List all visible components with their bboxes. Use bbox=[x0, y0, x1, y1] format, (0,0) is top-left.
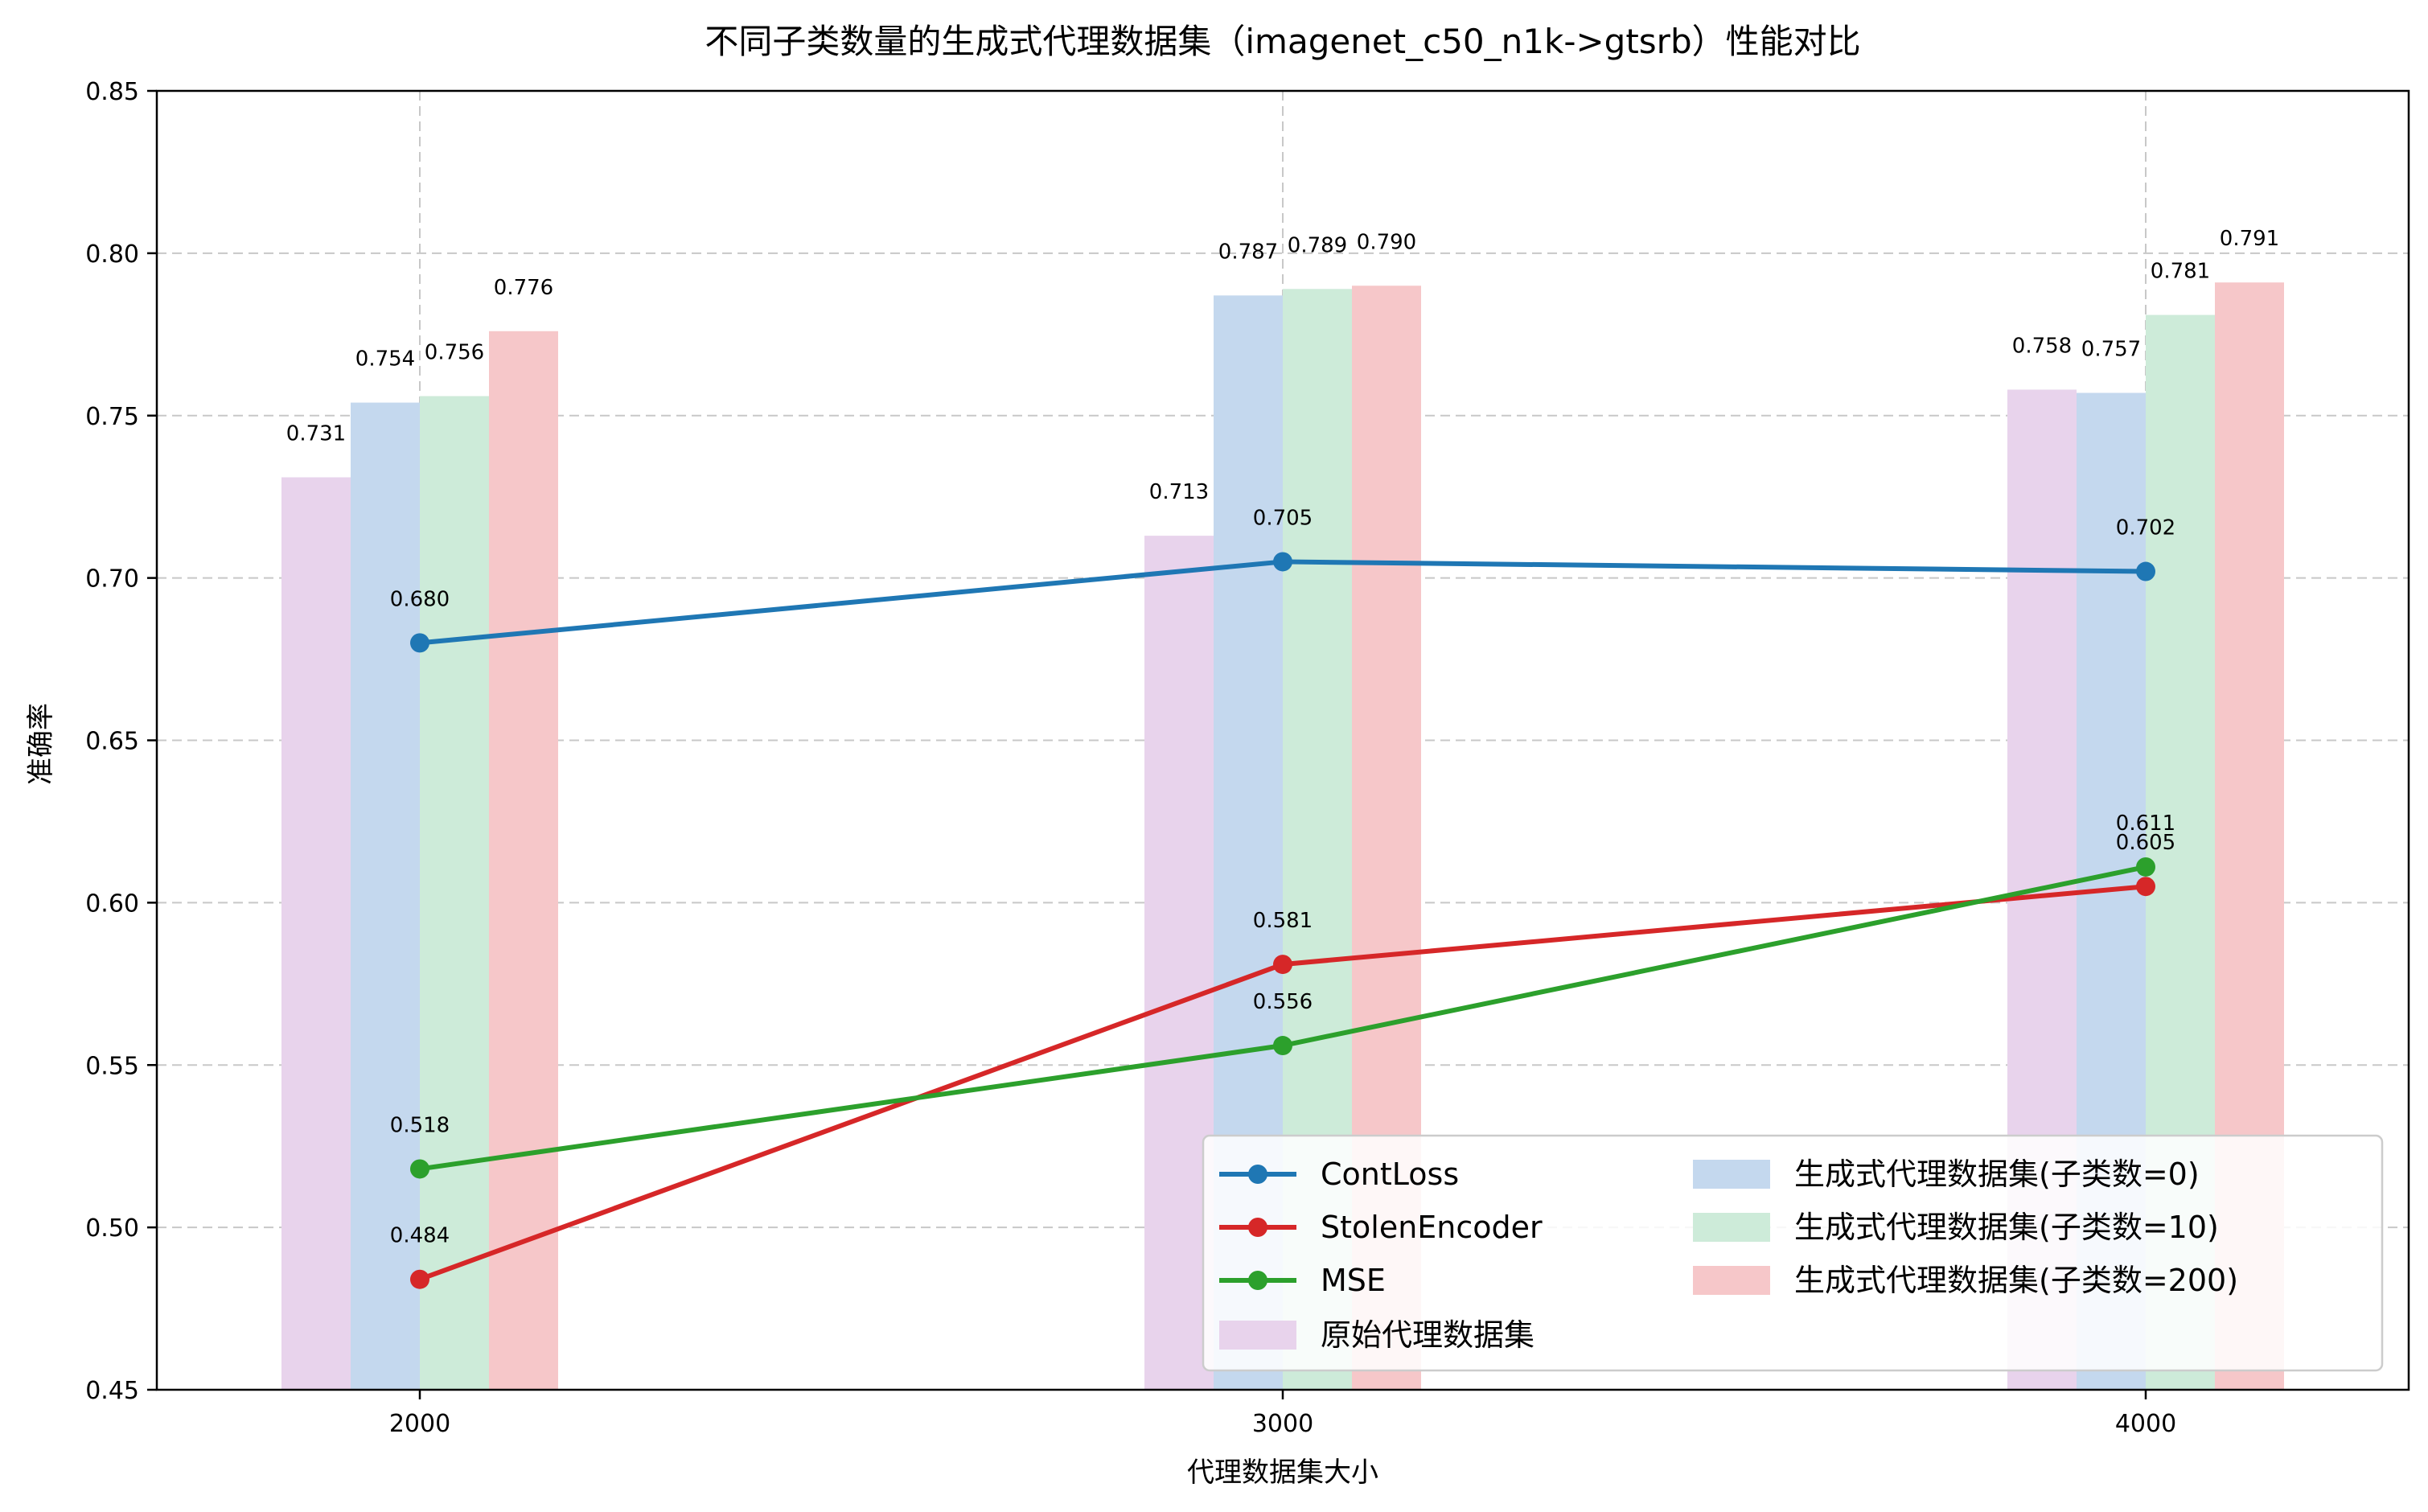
point-value-label: 0.581 bbox=[1253, 909, 1313, 933]
bar-value-label: 0.791 bbox=[2220, 227, 2279, 251]
y-tick-label: 0.65 bbox=[85, 728, 139, 756]
bar bbox=[420, 396, 489, 1390]
bar-value-label: 0.776 bbox=[494, 276, 553, 300]
bar-value-label: 0.756 bbox=[425, 341, 484, 365]
y-tick-label: 0.60 bbox=[85, 890, 139, 918]
line-point bbox=[1273, 955, 1292, 975]
legend: ContLoss StolenEncoder MSE 原始代理数据集 生成式代理数据集(… bbox=[1202, 1134, 2384, 1372]
bar bbox=[489, 331, 558, 1390]
y-axis-label: 准确率 bbox=[25, 703, 57, 785]
bar-value-label: 0.758 bbox=[2012, 334, 2072, 358]
bar-value-label: 0.731 bbox=[286, 421, 346, 446]
line-point bbox=[2136, 857, 2155, 877]
legend-bar-swatch bbox=[1219, 1321, 1296, 1350]
legend-label: 生成式代理数据集(子类数=200) bbox=[1794, 1263, 2238, 1298]
bar-value-label: 0.757 bbox=[2081, 337, 2141, 361]
bar-value-label: 0.790 bbox=[1357, 230, 1416, 254]
bar bbox=[351, 402, 420, 1391]
line-group: 0.680 0.705 0.702 0.484 0.581 0.605 0.518 0.556… bbox=[390, 506, 2175, 1289]
x-tick-label: 4000 bbox=[2115, 1410, 2176, 1438]
point-value-label: 0.605 bbox=[2116, 831, 2175, 855]
legend-label: ContLoss bbox=[1321, 1157, 1459, 1192]
line-point bbox=[410, 1159, 429, 1179]
legend-box bbox=[1202, 1134, 2384, 1372]
bar-value-label: 0.789 bbox=[1288, 233, 1347, 257]
line-point bbox=[1273, 552, 1292, 572]
legend-bar-swatch bbox=[1693, 1213, 1770, 1242]
bar bbox=[281, 477, 351, 1390]
legend-label: 生成式代理数据集(子类数=10) bbox=[1794, 1210, 2219, 1245]
bar-value-label: 0.713 bbox=[1149, 480, 1209, 504]
y-tick-label: 0.75 bbox=[85, 403, 139, 431]
bar-value-label: 0.754 bbox=[355, 347, 415, 372]
y-tick-label: 0.55 bbox=[85, 1052, 139, 1080]
line-point bbox=[2136, 877, 2155, 897]
x-tick-label: 2000 bbox=[389, 1410, 450, 1438]
bar bbox=[1144, 536, 1214, 1391]
line-point bbox=[410, 1269, 429, 1289]
legend-marker bbox=[1248, 1271, 1267, 1290]
x-tick-label: 3000 bbox=[1252, 1410, 1313, 1438]
y-tick-label: 0.80 bbox=[85, 240, 139, 269]
legend-label: 生成式代理数据集(子类数=0) bbox=[1794, 1157, 2200, 1192]
point-value-label: 0.705 bbox=[1253, 506, 1313, 530]
legend-label: StolenEncoder bbox=[1321, 1210, 1543, 1245]
bar-value-label: 0.781 bbox=[2151, 260, 2210, 284]
legend-label: MSE bbox=[1321, 1263, 1386, 1298]
legend-marker bbox=[1248, 1165, 1267, 1184]
legend-bar-swatch bbox=[1693, 1266, 1770, 1295]
axes: 0.45 0.50 0.55 0.60 0.65 0.70 0.75 0.80 0.85 2000… bbox=[85, 78, 2410, 1438]
line-point bbox=[1273, 1036, 1292, 1056]
point-value-label: 0.484 bbox=[390, 1224, 450, 1248]
y-tick-label: 0.45 bbox=[85, 1377, 139, 1405]
y-tick-label: 0.70 bbox=[85, 565, 139, 594]
legend-marker bbox=[1248, 1218, 1267, 1237]
y-tick-label: 0.50 bbox=[85, 1214, 139, 1243]
point-value-label: 0.556 bbox=[1253, 990, 1313, 1014]
point-value-label: 0.702 bbox=[2116, 516, 2175, 540]
point-value-label: 0.680 bbox=[390, 587, 450, 611]
x-axis-label: 代理数据集大小 bbox=[1187, 1457, 1378, 1489]
legend-label: 原始代理数据集 bbox=[1321, 1317, 1534, 1353]
point-value-label: 0.611 bbox=[2116, 811, 2175, 836]
line-point bbox=[2136, 561, 2155, 581]
legend-bar-swatch bbox=[1693, 1160, 1770, 1189]
point-value-label: 0.518 bbox=[390, 1113, 450, 1137]
line-point bbox=[410, 633, 429, 653]
bar-value-label: 0.787 bbox=[1218, 240, 1278, 264]
y-tick-label: 0.85 bbox=[85, 78, 139, 106]
chart-title: 不同子类数量的生成式代理数据集（imagenet_c50_n1k->gtsrb）… bbox=[705, 22, 1860, 61]
